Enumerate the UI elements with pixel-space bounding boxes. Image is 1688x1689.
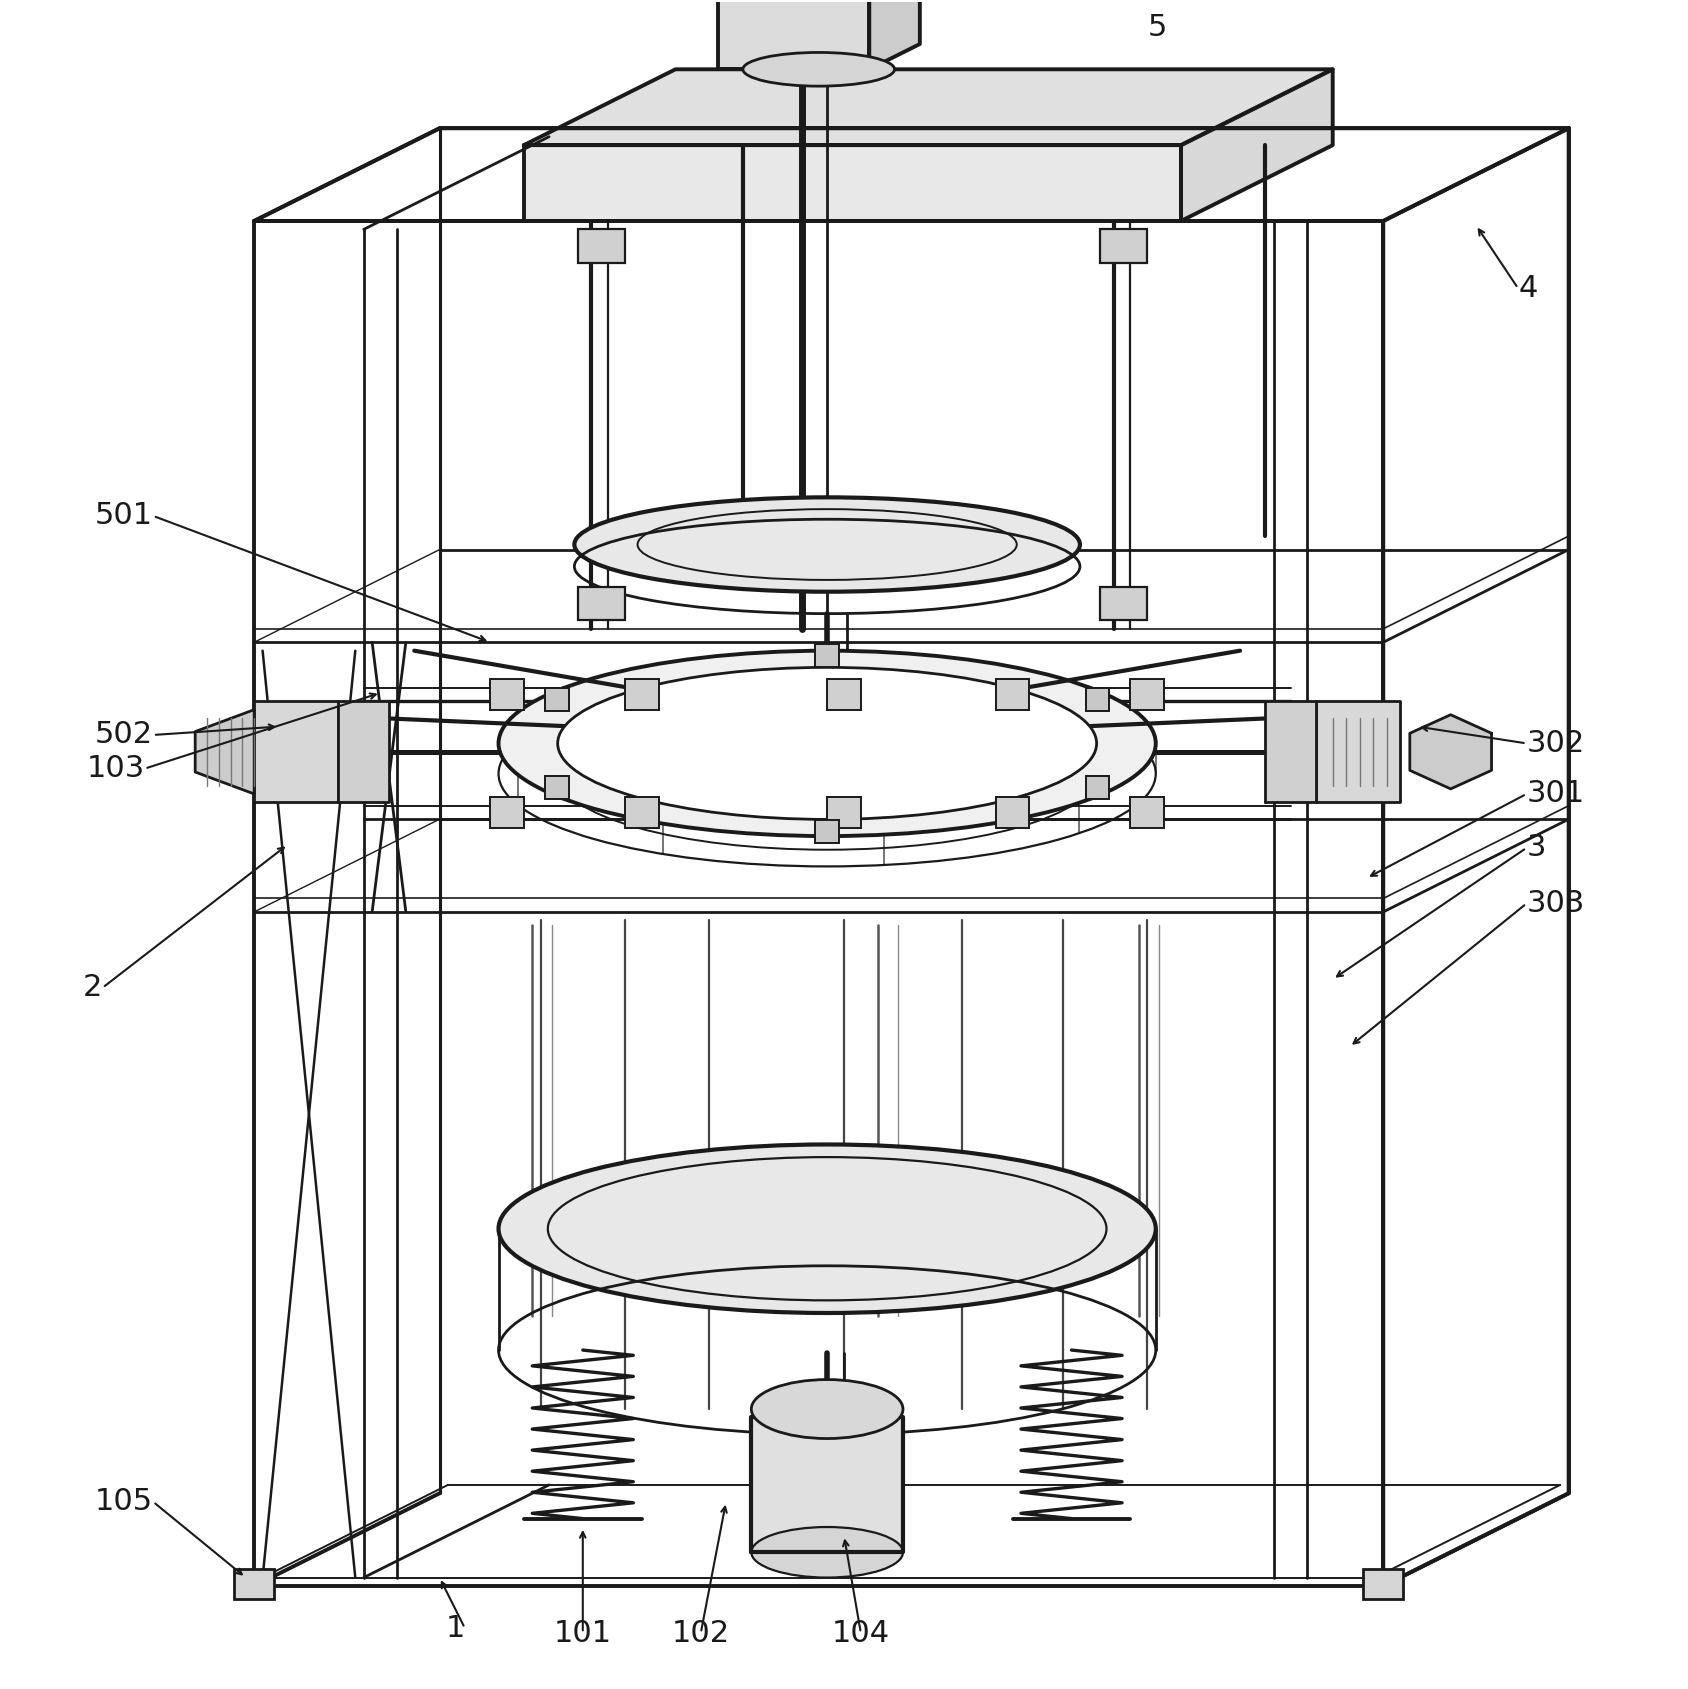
- Polygon shape: [338, 701, 388, 802]
- Bar: [490, 679, 523, 709]
- Bar: [235, 1569, 275, 1599]
- Bar: [996, 797, 1030, 828]
- Text: 502: 502: [95, 721, 154, 750]
- Bar: [545, 775, 569, 799]
- Text: 1: 1: [446, 1613, 464, 1643]
- Polygon shape: [523, 145, 1182, 221]
- Polygon shape: [717, 0, 869, 69]
- Ellipse shape: [751, 1527, 903, 1578]
- Text: 5: 5: [1148, 12, 1166, 42]
- Bar: [490, 797, 523, 828]
- Text: 101: 101: [554, 1618, 611, 1648]
- Polygon shape: [1182, 69, 1334, 221]
- Ellipse shape: [498, 650, 1156, 836]
- Bar: [815, 644, 839, 667]
- Bar: [577, 230, 625, 263]
- Bar: [1131, 797, 1165, 828]
- Text: 4: 4: [1518, 274, 1538, 302]
- Bar: [815, 819, 839, 843]
- Bar: [1101, 586, 1148, 620]
- Bar: [545, 687, 569, 711]
- Text: 303: 303: [1526, 888, 1585, 919]
- Ellipse shape: [743, 52, 895, 86]
- Ellipse shape: [498, 1145, 1156, 1312]
- Text: 3: 3: [1526, 833, 1546, 863]
- Polygon shape: [523, 69, 1334, 145]
- Text: 104: 104: [832, 1618, 890, 1648]
- Bar: [1362, 1569, 1403, 1599]
- Polygon shape: [196, 709, 255, 794]
- Text: 105: 105: [95, 1488, 154, 1517]
- Bar: [996, 679, 1030, 709]
- Bar: [1131, 679, 1165, 709]
- Bar: [1101, 230, 1148, 263]
- Ellipse shape: [557, 667, 1097, 819]
- Text: 501: 501: [95, 502, 154, 530]
- Text: 302: 302: [1526, 730, 1585, 758]
- Bar: [1085, 687, 1109, 711]
- Ellipse shape: [751, 1380, 903, 1439]
- Bar: [827, 679, 861, 709]
- Text: 102: 102: [672, 1618, 729, 1648]
- Text: 301: 301: [1526, 779, 1585, 809]
- Bar: [1085, 775, 1109, 799]
- Ellipse shape: [574, 497, 1080, 591]
- Bar: [625, 797, 658, 828]
- Text: 103: 103: [86, 755, 145, 784]
- Polygon shape: [1409, 714, 1492, 789]
- Polygon shape: [255, 701, 338, 802]
- Bar: [827, 797, 861, 828]
- Bar: [577, 586, 625, 620]
- Polygon shape: [751, 1417, 903, 1552]
- Text: 2: 2: [83, 973, 103, 1002]
- Bar: [625, 679, 658, 709]
- Polygon shape: [869, 0, 920, 69]
- Polygon shape: [1266, 701, 1317, 802]
- Polygon shape: [1317, 701, 1399, 802]
